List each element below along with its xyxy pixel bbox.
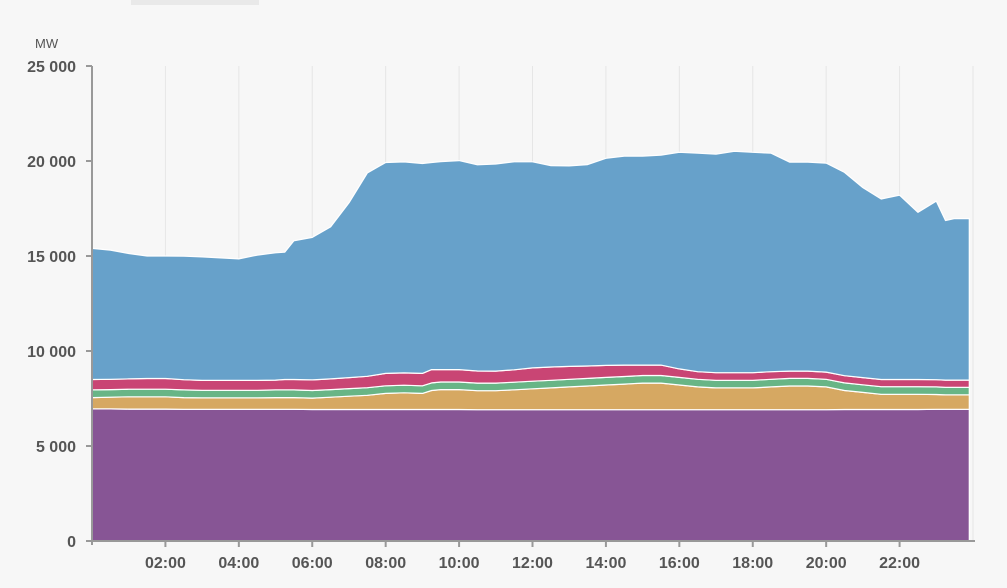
x-tick-label-4: 10:00 [439,555,480,572]
y-axis-unit-label: MW [35,36,59,51]
chart-areas [91,150,970,542]
area-series-4 [91,150,970,381]
y-tick-label-4: 20 000 [27,154,76,171]
y-tick-label-5: 25 000 [27,59,76,76]
axes: 0 5 000 10 000 15 000 20 000 25 000 02:00 04:00… [27,59,975,572]
y-tick-label-1: 5 000 [36,439,76,456]
x-tick-label-0: 02:00 [145,555,186,572]
x-tick-label-6: 14:00 [585,555,626,572]
x-tick-label-9: 20:00 [806,555,847,572]
x-tick-label-1: 04:00 [218,555,259,572]
x-tick-label-2: 06:00 [292,555,333,572]
area-series-0 [91,408,970,542]
y-tick-label-2: 10 000 [27,344,76,361]
top-tab[interactable] [131,0,259,5]
x-tick-label-10: 22:00 [879,555,920,572]
x-tick-label-3: 08:00 [365,555,406,572]
y-tick-label-0: 0 [67,534,76,551]
x-tick-label-7: 16:00 [659,555,700,572]
y-tick-label-3: 15 000 [27,249,76,266]
x-tick-label-8: 18:00 [732,555,773,572]
x-tick-label-5: 12:00 [512,555,553,572]
